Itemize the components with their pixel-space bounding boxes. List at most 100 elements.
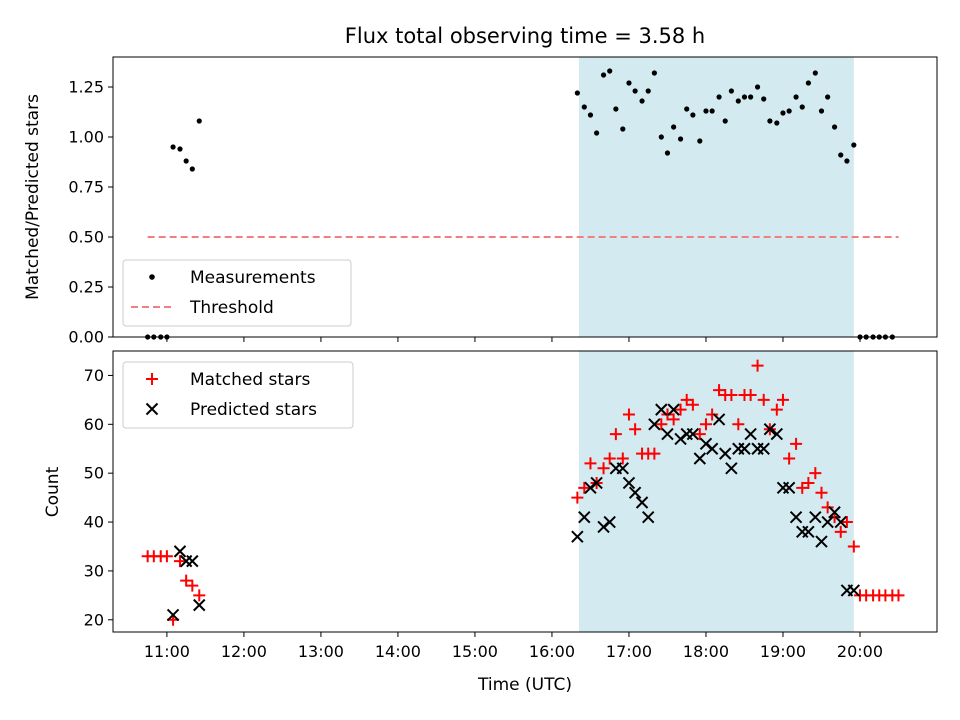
matched-star-point (815, 486, 828, 499)
matched-star-point (629, 423, 642, 436)
measurement-point (838, 152, 844, 158)
predicted-star-point (186, 554, 199, 568)
threshold-legend-label: Threshold (189, 298, 274, 318)
predicted-star-point (782, 481, 796, 495)
measurements-points (145, 68, 895, 340)
y-tick-label: 0.25 (68, 278, 104, 297)
matched-star-point (193, 589, 206, 602)
matched-star-point (847, 540, 860, 553)
matched-star-point (725, 388, 738, 401)
measurement-point (587, 112, 594, 118)
measurement-point (677, 136, 684, 142)
observing-window-shade-bottom (578, 351, 854, 632)
predicted-star-point (655, 403, 668, 416)
measurement-point (831, 124, 838, 130)
ratio-y-ticks: 0.00 0.25 0.50 0.75 1.00 1.25 (68, 78, 113, 347)
matched-star-point (173, 555, 186, 568)
measurement-point (754, 84, 761, 90)
measurement-point (626, 80, 632, 86)
matched-star-point (584, 457, 597, 470)
x-tick-label: 15:00 (452, 642, 498, 661)
ratio-axes-frame (112, 56, 938, 338)
measurement-point (671, 124, 677, 130)
measurement-point (774, 120, 780, 126)
x-tick-label: 18:00 (683, 642, 729, 661)
y-tick-label: 50 (84, 464, 104, 483)
matched-star-point (667, 413, 680, 426)
matched-star-point (770, 403, 783, 416)
predicted-star-point (770, 427, 784, 441)
predicted-star-point (603, 515, 616, 529)
predicted-star-point (802, 525, 815, 539)
measurement-point (664, 150, 671, 156)
count-panel: 20 30 40 50 60 70 11:00 12:00 13:00 14:00 15:00 16… (43, 350, 938, 695)
measurement-point (703, 108, 709, 114)
measurements-legend-label: Measurements (190, 268, 316, 288)
predicted-legend-label: Predicted stars (190, 400, 317, 420)
measurement-point (735, 98, 741, 104)
predicted-star-point (616, 462, 630, 475)
matched-star-point (840, 516, 853, 529)
measurement-point (767, 118, 773, 124)
predicted-star-point (757, 442, 770, 455)
matched-star-point (680, 393, 693, 406)
ratio-y-axis-label: Matched/Predicted stars (23, 94, 43, 300)
measurement-point (697, 138, 703, 144)
predicted-star-point (712, 413, 726, 426)
measurement-point (793, 94, 799, 100)
ratio-panel: 0.00 0.25 0.50 0.75 1.00 1.25 Flux total obse… (23, 24, 938, 347)
matched-star-point (757, 393, 770, 406)
y-tick-label: 0.00 (68, 328, 104, 347)
count-x-ticks: 11:00 12:00 13:00 14:00 15:00 16:00 17:00 18:00… (144, 632, 883, 661)
x-tick-label: 12:00 (221, 642, 267, 661)
measurement-point (632, 88, 638, 94)
measurement-point (690, 112, 696, 118)
measurement-point (844, 158, 850, 164)
count-y-ticks: 20 30 40 50 60 70 (84, 366, 113, 629)
matched-star-point (609, 428, 622, 441)
measurement-point (170, 144, 176, 150)
matched-star-point (809, 467, 822, 480)
predicted-star-point (571, 530, 584, 543)
y-tick-label: 40 (84, 513, 104, 532)
predicted-star-point (809, 510, 822, 524)
measurement-point (574, 90, 580, 96)
matched-star-point (699, 418, 712, 431)
measurement-point (651, 70, 657, 76)
matched-star-point (732, 418, 745, 431)
matched-star-point (674, 403, 687, 416)
ratio-legend-box (122, 259, 352, 327)
matched-star-point (616, 452, 629, 465)
matched-star-point (693, 428, 706, 441)
predicted-star-point (763, 422, 777, 436)
measurement-point (812, 70, 818, 76)
matched-star-point (706, 408, 719, 421)
predicted-star-point (705, 442, 719, 455)
measurement-point (805, 80, 811, 86)
predicted-star-point (686, 427, 700, 441)
measurement-point (183, 158, 189, 164)
measurement-point (716, 94, 722, 100)
measurement-point (645, 88, 651, 94)
y-tick-label: 0.50 (68, 228, 104, 247)
y-tick-label: 70 (84, 366, 104, 385)
predicted-star-point (821, 515, 834, 529)
observing-window-shade (578, 57, 854, 337)
matched-star-point (783, 452, 796, 465)
predicted-star-point (815, 535, 828, 548)
predicted-star-point (667, 403, 680, 416)
measurement-point (825, 94, 831, 100)
predicted-star-point (847, 584, 861, 597)
measurement-point (189, 166, 195, 172)
measurement-point (761, 96, 767, 102)
predicted-star-point (166, 608, 180, 622)
predicted-star-point (590, 476, 603, 490)
predicted-star-point (828, 506, 841, 519)
measurement-point (728, 88, 734, 94)
matched-star-point (655, 418, 668, 431)
measurement-point (581, 104, 587, 110)
x-tick-label: 16:00 (529, 642, 575, 661)
measurement-point (684, 106, 690, 112)
x-tick-label: 17:00 (606, 642, 652, 661)
matched-star-point (834, 525, 847, 538)
